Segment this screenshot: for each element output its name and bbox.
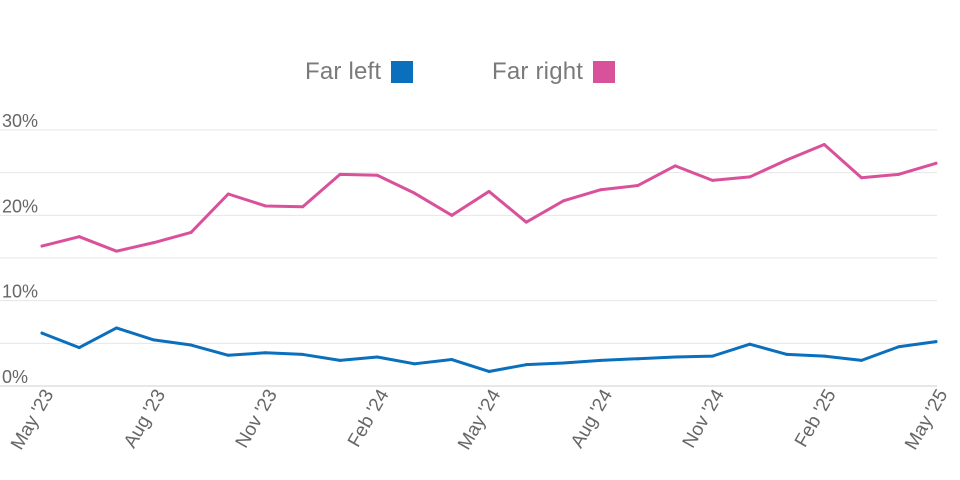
- data-point: [673, 164, 677, 168]
- legend-swatch-far-left: [391, 61, 414, 83]
- data-point: [636, 357, 640, 361]
- data-point: [524, 363, 528, 367]
- x-tick-labels: May '23 Aug '23 Nov '23 Feb '24 May '24 Aug '…: [7, 386, 952, 454]
- y-tick-label: 20%: [2, 196, 38, 216]
- data-point: [152, 241, 156, 245]
- data-point: [338, 172, 342, 176]
- data-point: [77, 235, 81, 239]
- x-tick-label: Aug '23: [120, 386, 170, 452]
- data-point: [785, 158, 789, 162]
- x-tick-label: May '24: [454, 386, 505, 454]
- data-point: [450, 358, 454, 362]
- data-point: [785, 352, 789, 356]
- data-point: [375, 355, 379, 359]
- data-point: [40, 244, 44, 248]
- series-line-far-right: [40, 143, 938, 253]
- y-tick-label: 30%: [2, 111, 38, 131]
- data-point: [897, 345, 901, 349]
- x-tick-label: Feb '24: [344, 386, 394, 451]
- data-point: [189, 230, 193, 234]
- data-point: [748, 342, 752, 346]
- data-point: [375, 173, 379, 177]
- series-line-far-left: [40, 326, 938, 373]
- data-point: [562, 199, 565, 203]
- data-point: [115, 249, 118, 253]
- y-tick-label: 10%: [2, 282, 38, 302]
- data-point: [450, 213, 454, 217]
- x-tick-label: May '23: [7, 386, 58, 454]
- data-point: [152, 338, 156, 342]
- x-tick-label: May '25: [901, 386, 952, 454]
- legend-label-far-right: Far right: [492, 58, 584, 85]
- data-point: [77, 346, 81, 350]
- data-point: [264, 204, 267, 208]
- legend-item-far-right: Far right: [492, 58, 616, 86]
- data-point: [748, 175, 752, 179]
- series-lines: [40, 143, 938, 373]
- data-point: [599, 358, 603, 362]
- x-tick-label: Nov '24: [679, 386, 729, 452]
- data-point: [599, 188, 603, 192]
- y-tick-labels: 0% 10% 20% 30%: [2, 111, 38, 387]
- data-point: [301, 205, 305, 209]
- data-point: [711, 178, 714, 182]
- data-point: [338, 358, 342, 362]
- legend: Far left Far right: [0, 58, 960, 92]
- data-point: [673, 355, 677, 359]
- data-point: [189, 343, 193, 347]
- data-point: [934, 340, 938, 344]
- x-tick-label: Aug '24: [567, 386, 617, 452]
- data-point: [115, 326, 118, 330]
- x-tick-label: Feb '25: [791, 386, 841, 451]
- data-point: [487, 369, 491, 373]
- y-tick-label: 0%: [2, 367, 28, 387]
- data-point: [562, 361, 565, 365]
- legend-item-far-left: Far left: [305, 58, 414, 86]
- data-point: [711, 354, 714, 358]
- data-point: [897, 172, 901, 176]
- data-point: [226, 192, 230, 196]
- data-point: [822, 354, 826, 358]
- data-point: [413, 362, 416, 366]
- x-tick-label: Nov '23: [232, 386, 282, 452]
- data-point: [226, 353, 230, 357]
- legend-label-far-left: Far left: [305, 58, 382, 85]
- data-point: [524, 220, 528, 224]
- data-point: [636, 183, 640, 187]
- data-point: [264, 351, 267, 355]
- data-point: [860, 358, 863, 362]
- data-point: [487, 189, 491, 193]
- legend-swatch-far-right: [593, 61, 616, 83]
- data-point: [860, 176, 863, 180]
- data-point: [40, 331, 44, 335]
- gridlines: [0, 129, 937, 387]
- data-point: [822, 143, 826, 147]
- data-point: [301, 352, 305, 356]
- data-point: [413, 191, 416, 195]
- data-point: [934, 161, 938, 165]
